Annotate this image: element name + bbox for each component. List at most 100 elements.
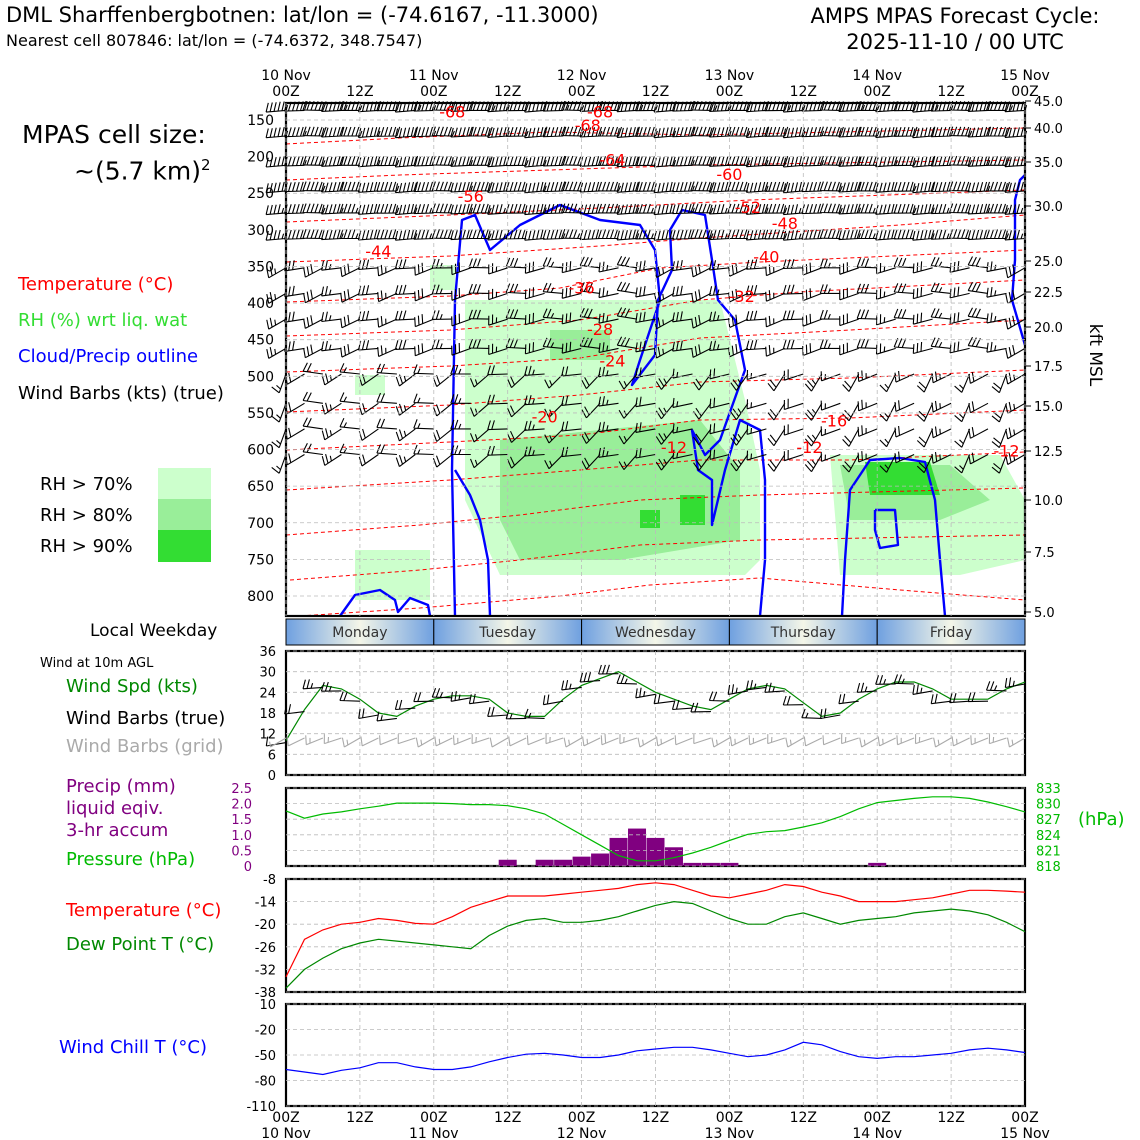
- cs-barb-3-90: [819, 181, 843, 192]
- cs-barb-7-6: [303, 289, 324, 304]
- cs-barb-6-117: [986, 261, 1007, 273]
- cs-barb-8-51: [579, 307, 601, 320]
- cs-barb-13-111: [954, 454, 971, 474]
- precip-label-2: liquid eqiv.: [66, 798, 164, 819]
- cs-barb-4-111: [949, 203, 970, 214]
- cs-barb-3-105: [912, 181, 936, 194]
- cs-barb-5-78: [745, 229, 767, 241]
- cs-barb-5-24: [413, 229, 434, 240]
- cs-barb-6-36: [488, 263, 508, 275]
- cs-barb-2-69: [690, 155, 715, 166]
- weekday-label: Wednesday: [615, 625, 696, 641]
- legend-cloud: Cloud/Precip outline: [18, 346, 199, 367]
- bottom-time-label: 12Z: [790, 1110, 817, 1126]
- cs-barb-8-9: [321, 311, 342, 323]
- top-date-label: 14 Nov: [852, 68, 902, 84]
- cs-barb-10-81: [767, 373, 786, 392]
- cs-barb-9-0: [266, 346, 287, 359]
- bottom-date-label: 11 Nov: [409, 1126, 459, 1140]
- cs-barb-0-36: [487, 101, 510, 113]
- cs-barb-10-117: [991, 373, 1008, 394]
- cs-barb-3-81: [764, 181, 789, 192]
- cs-barb-3-39: [505, 181, 527, 192]
- cs-barb-12-105: [916, 428, 934, 448]
- wind10-barb: [561, 679, 582, 691]
- cs-barb-1-66: [671, 126, 696, 138]
- pressure-unit: (hPa): [1078, 809, 1125, 830]
- cs-barb-0-84: [782, 101, 806, 113]
- rh70-region-west: [355, 550, 430, 600]
- cs-barb-3-3: [283, 181, 305, 193]
- cs-barb-13-114: [968, 452, 989, 465]
- cs-barb-0-72: [708, 101, 732, 112]
- cs-barb-5-87: [801, 229, 822, 240]
- cs-barb-11-72: [709, 397, 730, 409]
- cs-barb-12-27: [432, 428, 453, 442]
- cs-barb-4-96: [856, 203, 878, 214]
- cs-barb-8-102: [893, 308, 915, 320]
- cs-barb-8-36: [488, 314, 508, 326]
- cs-barb-13-84: [783, 449, 804, 462]
- wind10-grid-barb: [951, 736, 970, 747]
- cs-barb-10-63: [655, 373, 675, 390]
- pressure-tick-label: 500: [247, 369, 274, 385]
- cs-barb-0-0: [265, 101, 289, 113]
- cs-barb-0-93: [838, 101, 866, 112]
- cs-barb-6-102: [893, 257, 915, 269]
- cs-barb-9-45: [542, 337, 564, 349]
- cs-barb-3-96: [856, 181, 878, 192]
- cs-barb-4-78: [745, 203, 769, 215]
- cs-barb-0-120: [1004, 101, 1028, 113]
- cs-barb-0-21: [394, 100, 422, 113]
- cs-barb-1-102: [893, 126, 918, 137]
- pressure-tick-label-right: 830: [1036, 798, 1061, 813]
- cs-barb-2-45: [542, 156, 567, 167]
- rh80-region-main: [500, 420, 740, 560]
- cs-barb-11-75: [730, 402, 749, 421]
- cs-barb-12-75: [730, 428, 749, 446]
- cs-barb-11-96: [857, 399, 878, 412]
- cs-barb-2-57: [616, 155, 640, 168]
- cs-barb-6-27: [431, 258, 453, 269]
- weekday-segment: [285, 618, 435, 646]
- cs-barb-9-3: [284, 340, 305, 353]
- wind10-title: Wind at 10m AGL: [40, 656, 154, 671]
- top-time-label: 12Z: [494, 84, 521, 100]
- cs-barb-0-42: [524, 100, 548, 113]
- wind10-barb: [875, 675, 896, 685]
- wind10-grid-barb: [822, 735, 841, 746]
- cs-barb-3-24: [413, 181, 434, 193]
- temp-contour-label: -68: [587, 103, 613, 122]
- precip-tick-label: 2.5: [231, 782, 252, 797]
- cs-barb-6-84: [782, 258, 804, 270]
- cs-barb-12-111: [954, 428, 971, 448]
- cs-barb-7-24: [414, 288, 435, 302]
- cs-barb-4-33: [468, 203, 492, 214]
- bottom-time-label: 12Z: [494, 1110, 521, 1126]
- pressure-tick-label: 700: [247, 516, 274, 532]
- cs-barb-6-33: [468, 258, 490, 269]
- precip-tick-label: 0: [244, 860, 252, 875]
- cs-barb-5-3: [283, 229, 305, 240]
- cs-barb-7-42: [524, 287, 545, 300]
- cs-barb-2-9: [320, 155, 345, 167]
- cs-barb-4-63: [653, 203, 675, 216]
- cs-barb-0-45: [542, 101, 570, 112]
- cs-barb-6-114: [967, 256, 989, 269]
- temp-contour-7: [285, 369, 1026, 413]
- cs-barb-11-24: [413, 393, 434, 404]
- top-time-label: 00Z: [568, 84, 595, 100]
- cs-barb-7-111: [949, 286, 970, 299]
- cs-barb-11-84: [783, 398, 804, 411]
- forecast-cycle-date: 2025-11-10 / 00 UTC: [846, 30, 1064, 54]
- temp-contour-label: -12: [796, 438, 822, 457]
- cs-barb-6-87: [802, 262, 822, 276]
- wind10-barb: [358, 708, 379, 720]
- cs-barb-9-42: [524, 342, 545, 355]
- cs-barb-12-99: [879, 428, 897, 448]
- wind10-barb: [320, 681, 342, 692]
- temp-contour-label: -68: [575, 116, 601, 135]
- cs-barb-3-117: [985, 181, 1011, 192]
- cs-barb-9-15: [357, 340, 379, 351]
